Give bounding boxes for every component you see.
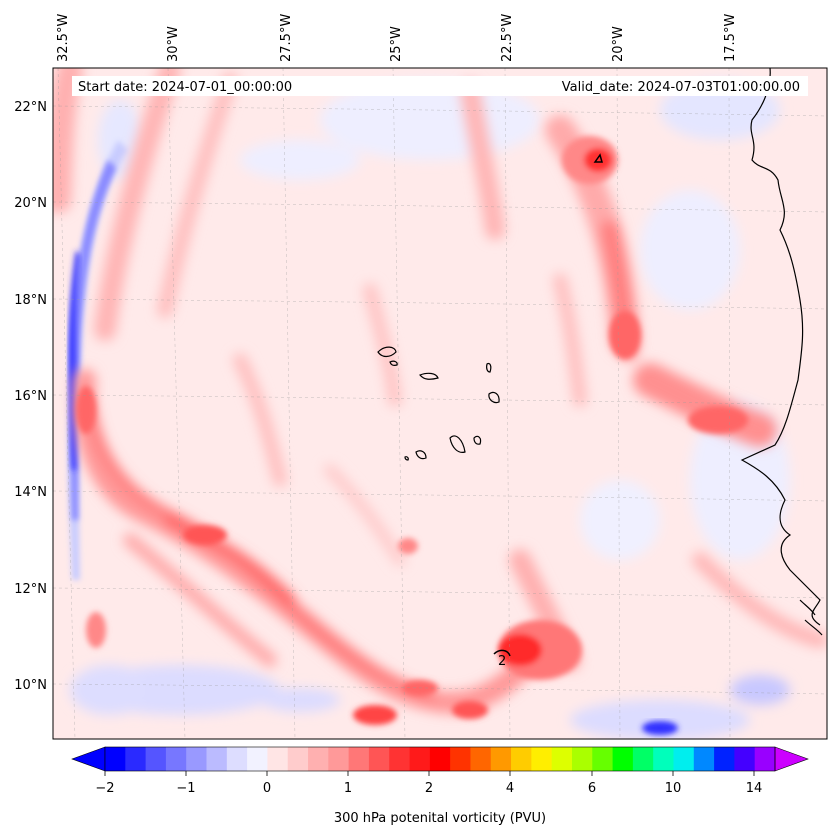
colorbar-segment xyxy=(450,747,471,771)
lon-label: 17.5°W xyxy=(723,14,738,62)
colorbar-title: 300 hPa potenital vorticity (PVU) xyxy=(334,811,546,826)
colorbar-segment xyxy=(592,747,613,771)
cb-tick-label: 10 xyxy=(665,781,682,796)
africa-coast xyxy=(740,68,821,626)
colorbar-segment xyxy=(308,747,329,771)
colorbar-tick-labels: −2 −1 0 1 2 4 6 10 14 xyxy=(95,781,762,796)
colorbar-segment xyxy=(511,747,532,771)
colorbar-segment xyxy=(348,747,370,771)
colorbar-segment xyxy=(186,747,207,771)
colorbar-segment xyxy=(612,747,634,771)
start-date-label: Start date: 2024-07-01_00:00:00 xyxy=(78,80,292,95)
colorbar-segment xyxy=(429,747,451,771)
colorbar-segment xyxy=(531,747,553,771)
colorbar-segment xyxy=(409,747,431,771)
colorbar-segment xyxy=(328,747,350,771)
colorbar-segment xyxy=(470,747,492,771)
date-annotation-box xyxy=(72,76,808,96)
longitude-labels: 32.5°W 30°W 27.5°W 25°W 22.5°W 20°W 17.5… xyxy=(56,14,738,62)
island-9 xyxy=(404,456,409,461)
colorbar: −2 −1 0 1 2 4 6 10 14 300 hPa potenital … xyxy=(71,746,809,826)
pv-negative-patches xyxy=(70,80,790,739)
cb-tick-label: 1 xyxy=(344,781,352,796)
colorbar-segment xyxy=(105,747,126,771)
valid-date-label: Valid_date: 2024-07-03T01:00:00.00 xyxy=(562,80,800,95)
colorbar-segment xyxy=(145,747,167,771)
island-2 xyxy=(419,372,439,380)
colorbar-segment xyxy=(571,747,593,771)
colorbar-segment xyxy=(673,747,695,771)
lon-label: 27.5°W xyxy=(279,14,294,62)
latitude-labels: 22°N 20°N 18°N 16°N 14°N 12°N 10°N xyxy=(14,100,47,693)
colorbar-segment xyxy=(226,747,248,771)
date-annotation: Start date: 2024-07-01_00:00:00 Valid_da… xyxy=(72,76,808,96)
colorbar-segment xyxy=(693,747,715,771)
lon-label: 20°W xyxy=(611,26,626,62)
colorbar-segment xyxy=(754,747,776,771)
colorbar-segment xyxy=(490,747,512,771)
colorbar-segment xyxy=(714,747,735,771)
colorbar-segment xyxy=(551,747,573,771)
graticule xyxy=(53,68,827,739)
island-7 xyxy=(473,435,482,445)
island-3 xyxy=(389,360,398,366)
lat-label: 20°N xyxy=(14,196,47,211)
lat-label: 16°N xyxy=(14,389,47,404)
colorbar-segment xyxy=(389,747,410,771)
pv-cores xyxy=(76,136,748,725)
colorbar-segments xyxy=(105,747,776,771)
lon-label: 30°W xyxy=(166,26,181,62)
lat-label: 22°N xyxy=(14,100,47,115)
lat-label: 12°N xyxy=(14,582,47,597)
cb-tick-label: 14 xyxy=(746,781,763,796)
colorbar-segment xyxy=(632,747,654,771)
contour-label: 2 xyxy=(498,654,506,669)
colorbar-segment xyxy=(734,747,756,771)
cb-tick-label: 2 xyxy=(425,781,433,796)
coast-south xyxy=(799,599,823,636)
lon-label: 32.5°W xyxy=(56,14,71,62)
colorbar-frame xyxy=(104,746,776,772)
map-area xyxy=(53,68,827,739)
lat-label: 10°N xyxy=(14,678,47,693)
coastline xyxy=(377,68,823,636)
map-frame xyxy=(52,67,828,740)
cb-tick-label: −2 xyxy=(95,781,114,796)
cb-tick-label: 0 xyxy=(263,781,271,796)
colorbar-segment xyxy=(653,747,674,771)
colorbar-segment xyxy=(267,747,289,771)
lon-label: 25°W xyxy=(389,26,404,62)
island-1 xyxy=(377,346,397,358)
colorbar-segment xyxy=(247,747,268,771)
colorbar-segment xyxy=(206,747,228,771)
colorbar-segment xyxy=(287,747,309,771)
cb-tick-label: −1 xyxy=(176,781,195,796)
island-5 xyxy=(488,391,500,404)
lon-label: 22.5°W xyxy=(500,14,515,62)
colorbar-segment xyxy=(165,747,187,771)
lat-label: 18°N xyxy=(14,293,47,308)
colorbar-segment xyxy=(368,747,390,771)
island-8 xyxy=(415,450,427,460)
cb-tick-label: 6 xyxy=(588,781,596,796)
pv-contour-2 xyxy=(493,153,603,657)
colorbar-ticks xyxy=(104,771,755,776)
lat-label: 14°N xyxy=(14,485,47,500)
colorbar-segment xyxy=(125,747,146,771)
island-4 xyxy=(486,362,492,373)
pv-negative-streak xyxy=(67,140,678,735)
island-6 xyxy=(449,435,466,453)
cb-tick-label: 4 xyxy=(506,781,514,796)
colorbar-max-arrow xyxy=(774,746,809,772)
colorbar-min-arrow xyxy=(71,746,106,772)
